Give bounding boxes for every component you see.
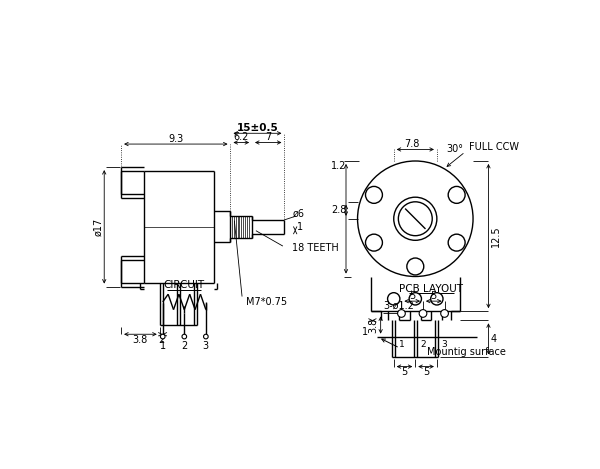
Circle shape [409,293,421,305]
Circle shape [365,234,382,251]
Text: 2.8: 2.8 [331,204,347,214]
Text: 3.8: 3.8 [369,318,379,333]
Text: 6.2: 6.2 [233,132,249,142]
Circle shape [441,310,448,318]
Text: 9.3: 9.3 [168,134,184,144]
Circle shape [203,334,208,339]
Text: ø17: ø17 [93,218,103,236]
Text: PCB LAYOUT: PCB LAYOUT [398,284,463,294]
Text: 2: 2 [181,341,187,351]
Text: 1: 1 [362,327,368,337]
Text: 3-ø1.2: 3-ø1.2 [383,301,414,311]
Text: 1: 1 [297,222,303,232]
Text: 5: 5 [409,291,415,301]
Text: CIRCUIT: CIRCUIT [164,280,205,290]
Circle shape [182,334,187,339]
Text: Mountig surface: Mountig surface [427,347,506,357]
Circle shape [407,258,424,275]
Text: 4: 4 [491,334,497,344]
Text: 7: 7 [265,132,271,142]
Text: 3: 3 [442,340,448,349]
Circle shape [431,293,443,305]
Text: 15±0.5: 15±0.5 [236,123,278,133]
Circle shape [448,186,465,204]
Circle shape [398,310,405,318]
Circle shape [365,186,382,204]
Text: 5: 5 [431,291,437,301]
Text: M7*0.75: M7*0.75 [246,297,287,307]
Text: 3: 3 [203,341,209,351]
Text: 5: 5 [401,367,407,377]
Circle shape [160,334,165,339]
Text: 3.8: 3.8 [133,335,148,345]
Text: 1.2: 1.2 [331,161,347,171]
Text: FULL CCW: FULL CCW [469,142,519,152]
Text: 1: 1 [398,340,404,349]
Text: 1: 1 [160,341,166,351]
Text: 2: 2 [158,335,164,345]
Text: ø6: ø6 [292,209,304,219]
Text: 5: 5 [423,367,429,377]
Circle shape [419,310,427,318]
Text: 30°: 30° [446,144,463,154]
Text: 7.8: 7.8 [404,139,419,149]
Text: 12.5: 12.5 [491,225,501,247]
Text: 18 TEETH: 18 TEETH [292,243,339,253]
Circle shape [448,234,465,251]
Text: 2: 2 [420,340,426,349]
Circle shape [388,293,400,305]
